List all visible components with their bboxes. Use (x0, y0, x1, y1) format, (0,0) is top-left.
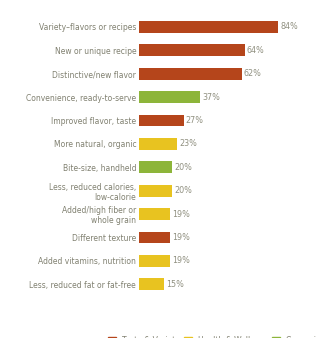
Text: 62%: 62% (244, 69, 261, 78)
Bar (139, 162, 172, 173)
Bar (139, 138, 177, 150)
Text: 27%: 27% (186, 116, 204, 125)
Bar (139, 91, 200, 103)
Text: 19%: 19% (172, 257, 190, 265)
Bar (139, 21, 278, 33)
Bar (139, 232, 170, 243)
Bar (139, 44, 245, 56)
Bar (139, 68, 242, 79)
Bar (139, 255, 170, 267)
Bar (139, 279, 164, 290)
Text: 19%: 19% (172, 210, 190, 219)
Bar (139, 115, 184, 126)
Bar (139, 185, 172, 196)
Text: 64%: 64% (247, 46, 265, 55)
Text: 20%: 20% (174, 163, 192, 172)
Text: 15%: 15% (166, 280, 184, 289)
Text: 23%: 23% (179, 139, 197, 148)
Text: 19%: 19% (172, 233, 190, 242)
Text: 20%: 20% (174, 186, 192, 195)
Text: 84%: 84% (280, 22, 298, 31)
Legend: Taste & Variety, Health & Wellness, Convenience: Taste & Variety, Health & Wellness, Conv… (105, 333, 331, 338)
Text: 37%: 37% (202, 93, 220, 101)
Bar (139, 208, 170, 220)
